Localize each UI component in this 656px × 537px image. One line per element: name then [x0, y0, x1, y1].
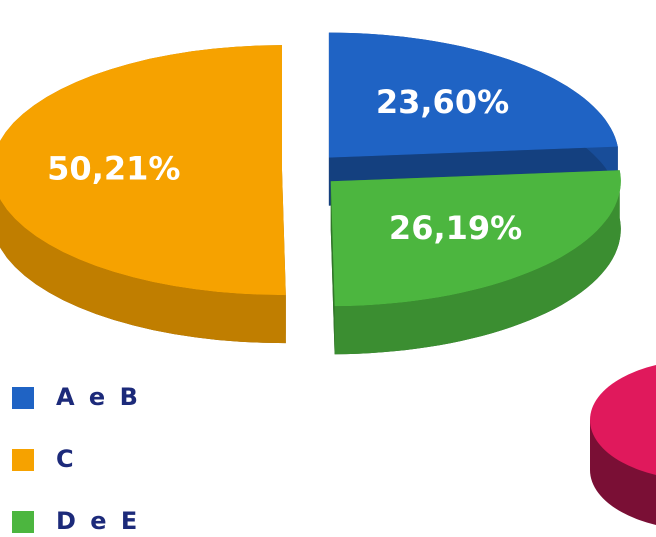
slice: [330, 170, 621, 307]
slice-wall: [330, 181, 335, 355]
data-label: 23,60%: [376, 83, 509, 121]
legend-swatch: [12, 449, 34, 471]
slice: [0, 45, 286, 296]
decorative-pie: [590, 365, 656, 525]
slice-side: [334, 170, 621, 355]
data-label: 50,21%: [47, 150, 180, 188]
data-label: 26,19%: [389, 209, 522, 247]
legend-swatch: [12, 387, 34, 409]
slice: [328, 32, 618, 158]
legend-label: D e E: [56, 507, 140, 535]
slice: 26,19%: [330, 170, 621, 355]
slice: 23,60%: [328, 32, 618, 206]
slice: 50,21%: [0, 45, 286, 344]
legend-label: A e B: [56, 383, 141, 411]
legend-swatch: [12, 511, 34, 533]
legend-label: C: [56, 445, 77, 473]
